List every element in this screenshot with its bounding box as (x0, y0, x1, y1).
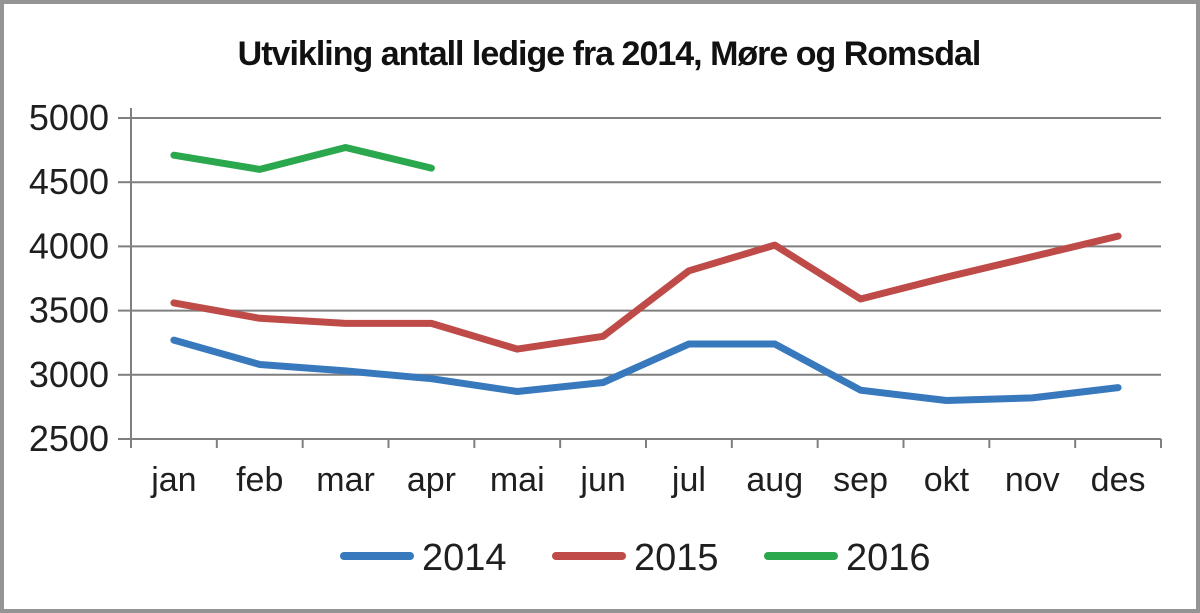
x-axis-label: apr (407, 461, 456, 499)
legend-label-2015: 2015 (634, 537, 719, 579)
x-axis-label: jun (579, 461, 625, 499)
y-axis-label: 3500 (29, 290, 109, 331)
y-axis-label: 2500 (29, 418, 109, 459)
x-axis-label: mar (316, 461, 375, 499)
legend: 2014 2015 2016 (340, 537, 931, 579)
series-line-2014 (170, 336, 1122, 404)
y-axis-label: 3000 (29, 354, 109, 395)
x-axis-label: jan (150, 461, 196, 499)
x-axis-label: nov (1005, 461, 1060, 499)
legend-label-2014: 2014 (422, 537, 507, 579)
chart-title: Utvikling antall ledige fra 2014, Møre o… (238, 35, 981, 73)
x-axis-label: mai (490, 461, 545, 499)
series-line-2015 (170, 232, 1122, 353)
x-axis-label: okt (924, 461, 970, 499)
y-axis-label: 5000 (29, 97, 109, 138)
line-chart: Utvikling antall ledige fra 2014, Møre o… (29, 35, 1162, 579)
series-layer (170, 144, 1122, 404)
x-axis-label: feb (236, 461, 283, 499)
x-axis-label: sep (833, 461, 888, 499)
legend-label-2016: 2016 (846, 537, 931, 579)
x-axis-label: aug (746, 461, 803, 499)
series-line-2016 (170, 144, 435, 173)
y-axis-label: 4000 (29, 225, 109, 266)
x-axis-label: jul (671, 461, 706, 499)
x-axis-label: des (1091, 461, 1146, 499)
y-axis-label: 4500 (29, 161, 109, 202)
